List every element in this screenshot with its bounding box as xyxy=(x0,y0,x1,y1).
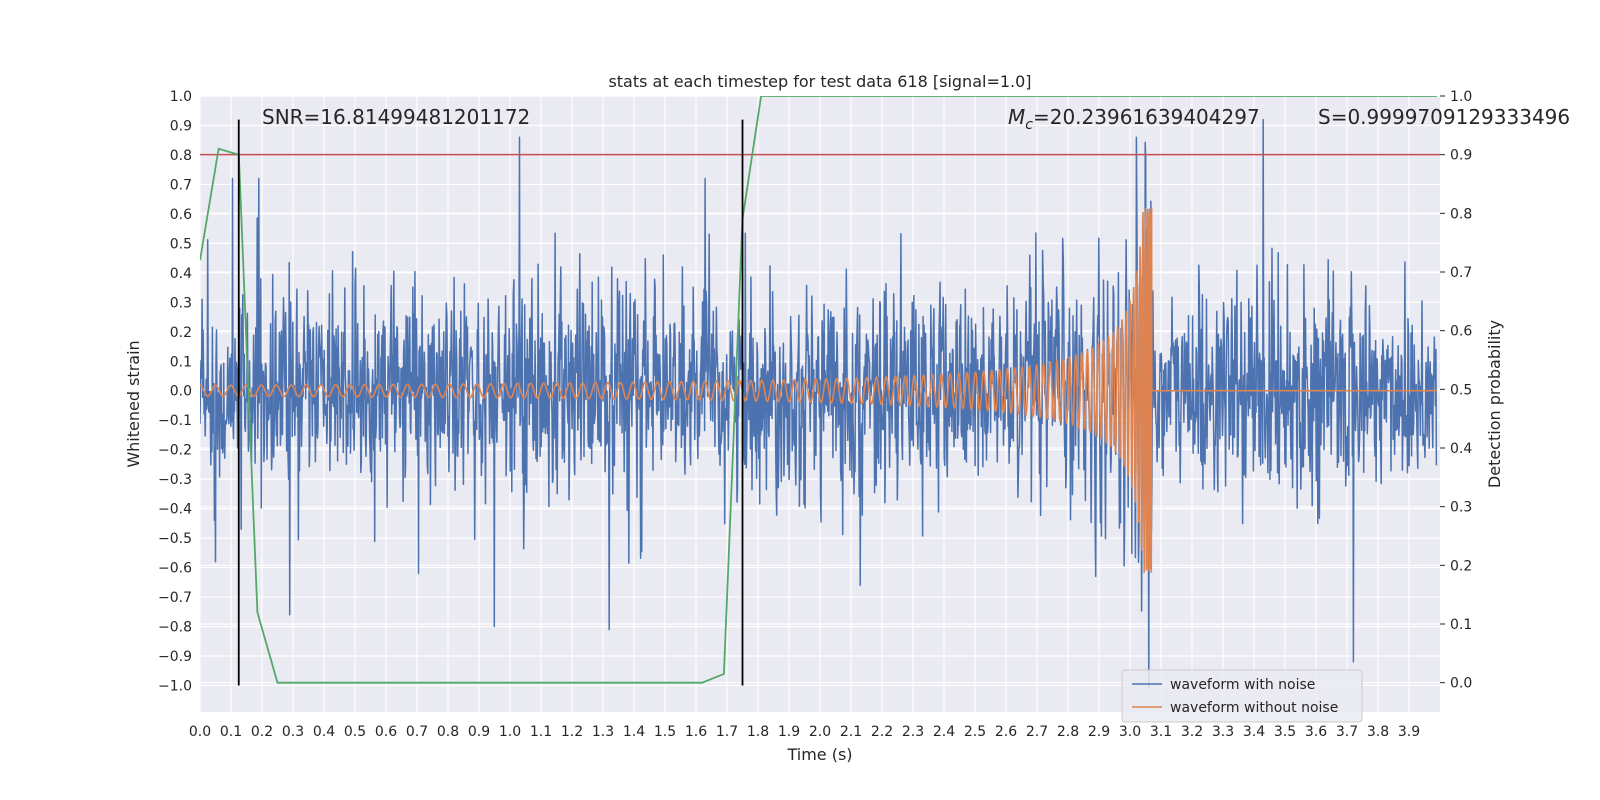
y-tick-label: 0.0 xyxy=(170,384,192,400)
x-tick-label: 2.5 xyxy=(964,724,986,740)
x-tick-label: 3.7 xyxy=(1336,724,1358,740)
x-axis-label: Time (s) xyxy=(786,745,852,764)
y-tick-label: −0.8 xyxy=(158,620,192,636)
y2-tick-label: 0.9 xyxy=(1450,148,1472,164)
y-tick-label: −0.6 xyxy=(158,561,192,577)
y-tick-label: −0.1 xyxy=(158,413,192,429)
y-tick-label: −0.5 xyxy=(158,531,192,547)
x-tick-label: 1.2 xyxy=(561,724,583,740)
x-tick-label: 1.4 xyxy=(623,724,645,740)
x-tick-label: 1.7 xyxy=(716,724,738,740)
x-tick-label: 0.6 xyxy=(375,724,397,740)
y-tick-label: 0.8 xyxy=(170,148,192,164)
chirp-mass-annotation: Mc=20.23961639404297 xyxy=(1008,105,1260,133)
x-tick-label: 0.0 xyxy=(189,724,211,740)
y2-tick-label: 0.0 xyxy=(1450,676,1472,692)
score-annotation: S=0.9999709129333496 xyxy=(1318,105,1570,129)
x-tick-label: 2.0 xyxy=(809,724,831,740)
y-tick-label: 0.4 xyxy=(170,266,192,282)
y-tick-label: −0.3 xyxy=(158,472,192,488)
x-tick-label: 3.5 xyxy=(1274,724,1296,740)
y2-tick-label: 0.1 xyxy=(1450,617,1472,633)
y2-tick-label: 0.5 xyxy=(1450,382,1472,398)
chart-title: stats at each timestep for test data 618… xyxy=(608,72,1031,91)
chirp-mass-value: =20.23961639404297 xyxy=(1033,105,1260,129)
legend-label-noise: waveform with noise xyxy=(1170,677,1315,693)
y-tick-label: −0.4 xyxy=(158,502,192,518)
y-tick-label: 0.7 xyxy=(170,177,192,193)
x-tick-label: 0.4 xyxy=(313,724,335,740)
x-tick-label: 0.2 xyxy=(251,724,273,740)
x-tick-labels: 0.0 0.1 0.2 0.3 0.4 0.5 0.6 0.7 0.8 0.9 1.0 1.1 1.2 1… xyxy=(189,724,1420,740)
x-tick-label: 2.1 xyxy=(840,724,862,740)
x-tick-label: 0.8 xyxy=(437,724,459,740)
y2-tick-label: 0.3 xyxy=(1450,500,1472,516)
x-tick-label: 2.2 xyxy=(871,724,893,740)
y-tick-label: 0.3 xyxy=(170,295,192,311)
x-tick-label: 1.6 xyxy=(685,724,707,740)
x-tick-label: 1.0 xyxy=(499,724,521,740)
y-tick-label: 0.5 xyxy=(170,236,192,252)
y2-tick-label: 0.8 xyxy=(1450,206,1472,222)
y-tick-label: 1.0 xyxy=(170,89,192,105)
y2-tick-label: 0.7 xyxy=(1450,265,1472,281)
y-tick-label: 0.1 xyxy=(170,354,192,370)
chirp-mass-symbol: M xyxy=(1008,105,1025,129)
chirp-mass-subscript: c xyxy=(1025,117,1033,133)
y-tick-label: −0.7 xyxy=(158,590,192,606)
y2-tick-label: 0.6 xyxy=(1450,324,1472,340)
y-tick-label: 0.2 xyxy=(170,325,192,341)
waveform-without-noise-line xyxy=(200,208,1437,573)
x-tick-label: 3.1 xyxy=(1150,724,1172,740)
y2-tick-labels: 1.0 0.9 0.8 0.7 0.6 0.5 0.4 0.3 0.2 0.1 0.0 xyxy=(1440,89,1472,692)
y2-tick-label: 0.2 xyxy=(1450,558,1472,574)
x-tick-label: 2.4 xyxy=(933,724,955,740)
legend-label-clean: waveform without noise xyxy=(1170,700,1338,716)
y-tick-label: 0.6 xyxy=(170,207,192,223)
y-tick-label: −0.9 xyxy=(158,649,192,665)
x-tick-label: 0.3 xyxy=(282,724,304,740)
y2-tick-label: 0.4 xyxy=(1450,441,1472,457)
x-tick-label: 3.3 xyxy=(1212,724,1234,740)
x-tick-label: 1.8 xyxy=(747,724,769,740)
y-tick-label: −1.0 xyxy=(158,678,192,694)
y2-tick-label: 1.0 xyxy=(1450,89,1472,105)
legend-box xyxy=(1121,669,1363,723)
x-tick-label: 3.9 xyxy=(1398,724,1420,740)
x-tick-label: 1.9 xyxy=(778,724,800,740)
x-tick-label: 3.6 xyxy=(1305,724,1327,740)
series-layer xyxy=(200,96,1440,690)
y2-axis-label: Detection probability xyxy=(1485,320,1504,488)
y-tick-labels: 1.0 0.9 0.8 0.7 0.6 0.5 0.4 0.3 0.2 0.1 0.0 −0.1 −0.… xyxy=(158,89,192,694)
x-tick-label: 0.5 xyxy=(344,724,366,740)
x-tick-label: 2.3 xyxy=(902,724,924,740)
x-tick-label: 3.4 xyxy=(1243,724,1265,740)
snr-annotation: SNR=16.81499481201172 xyxy=(262,105,530,129)
x-tick-label: 0.1 xyxy=(220,724,242,740)
x-tick-label: 2.9 xyxy=(1088,724,1110,740)
x-tick-label: 1.1 xyxy=(530,724,552,740)
legend: waveform with noise waveform without noi… xyxy=(1121,669,1363,723)
x-tick-label: 2.7 xyxy=(1026,724,1048,740)
x-tick-label: 2.6 xyxy=(995,724,1017,740)
x-tick-label: 0.7 xyxy=(406,724,428,740)
x-tick-label: 3.0 xyxy=(1119,724,1141,740)
x-tick-label: 1.3 xyxy=(592,724,614,740)
x-tick-label: 0.9 xyxy=(468,724,490,740)
x-tick-label: 3.2 xyxy=(1181,724,1203,740)
y-tick-label: −0.2 xyxy=(158,443,192,459)
x-tick-label: 2.8 xyxy=(1057,724,1079,740)
y-axis-label: Whitened strain xyxy=(124,340,143,467)
detection-probability-line xyxy=(200,96,1437,684)
y-tick-label: 0.9 xyxy=(170,118,192,134)
x-tick-label: 1.5 xyxy=(654,724,676,740)
waveform-with-noise-line xyxy=(200,118,1438,690)
x-tick-label: 3.8 xyxy=(1367,724,1389,740)
